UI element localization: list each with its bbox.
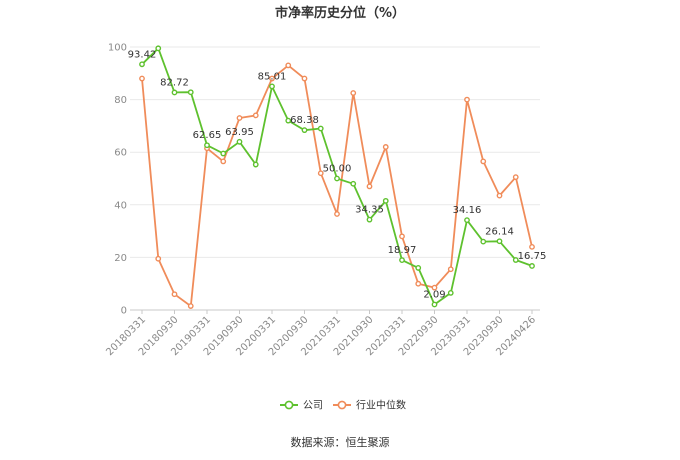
company-point [366,216,373,223]
data-label: 18.97 [388,245,417,256]
data-label: 62.65 [193,130,222,141]
company-point [252,161,259,168]
company-point [480,238,487,245]
industry-median-point [447,266,454,273]
y-tick-label: 40 [114,200,127,211]
legend-item-industry-median[interactable]: 行业中位数 [333,399,406,412]
industry-median-point [382,144,389,150]
data-label: 82.72 [160,77,189,88]
company-point [431,301,438,308]
industry-median-point [252,112,259,119]
company-point [285,117,292,124]
industry-median-point [480,158,487,165]
company-point [350,180,357,187]
data-label: 93.42 [128,49,157,60]
industry-median-series-line [141,64,533,308]
company-point [399,257,405,264]
y-tick-label: 100 [108,43,127,54]
axis-layer: 0204060801002018033120180930201903312019… [104,43,540,358]
data-label: 85.01 [258,71,287,82]
company-point [382,197,389,204]
company-point [187,89,194,96]
chart-title: 市净率历史分位（%） [275,5,405,21]
industry-median-point [334,211,340,217]
industry-median-point [496,192,503,199]
industry-median-point [399,233,405,240]
data-label: 26.14 [485,226,514,237]
company-point [301,127,308,134]
industry-median-point [512,174,519,181]
legend-swatch-marker [284,400,294,410]
company-point [204,142,210,149]
industry-median-point [187,303,194,309]
y-tick-label: 0 [121,306,127,317]
data-label: 68.38 [290,115,319,126]
industry-median-point [317,170,324,177]
data-label: 16.75 [518,251,547,262]
legend-label: 行业中位数 [356,399,406,412]
legend-item-company[interactable]: 公司 [280,401,323,412]
data-label: 50.00 [323,164,352,175]
company-point [464,217,470,224]
industry-median-point [171,291,178,298]
source-note: 数据来源：恒生聚源 [291,435,390,449]
industry-median-point [155,255,162,262]
company-point [512,257,519,263]
company-point [139,61,145,68]
label-layer: 93.42 82.72 62.65 63.95 85.01 68.38 50.00 34.35… [128,49,547,300]
company-point [529,263,535,269]
industry-median-point [139,75,145,82]
industry-median-point [464,96,470,103]
industry-median-point [220,158,227,165]
company-point [269,83,275,90]
y-tick-label: 80 [114,95,127,106]
data-label: 34.35 [355,205,384,216]
company-point [317,125,324,132]
industry-median-point [431,284,438,291]
company-point [155,45,162,52]
industry-median-point [301,75,308,82]
company-point [220,150,227,157]
industry-median-point [285,62,292,69]
company-point [496,238,503,245]
y-tick-label: 20 [114,253,127,264]
company-point [334,175,340,182]
data-label: 63.95 [225,127,254,138]
legend-label: 公司 [303,401,323,412]
company-point [171,89,178,96]
company-point [415,265,422,271]
industry-median-point [269,75,275,82]
company-point [236,138,243,145]
industry-median-point [236,115,243,121]
industry-median-point [415,280,422,287]
company-point [447,290,454,296]
y-tick-label: 60 [114,148,127,159]
series-layer [139,45,535,309]
data-label: 2.09 [423,290,445,301]
industry-median-point [366,183,373,190]
legend-swatch-marker [337,400,347,410]
legend: 公司 行业中位数 [280,399,406,412]
industry-median-point [350,90,357,96]
data-label: 34.16 [453,205,482,216]
industry-median-point [529,243,535,250]
